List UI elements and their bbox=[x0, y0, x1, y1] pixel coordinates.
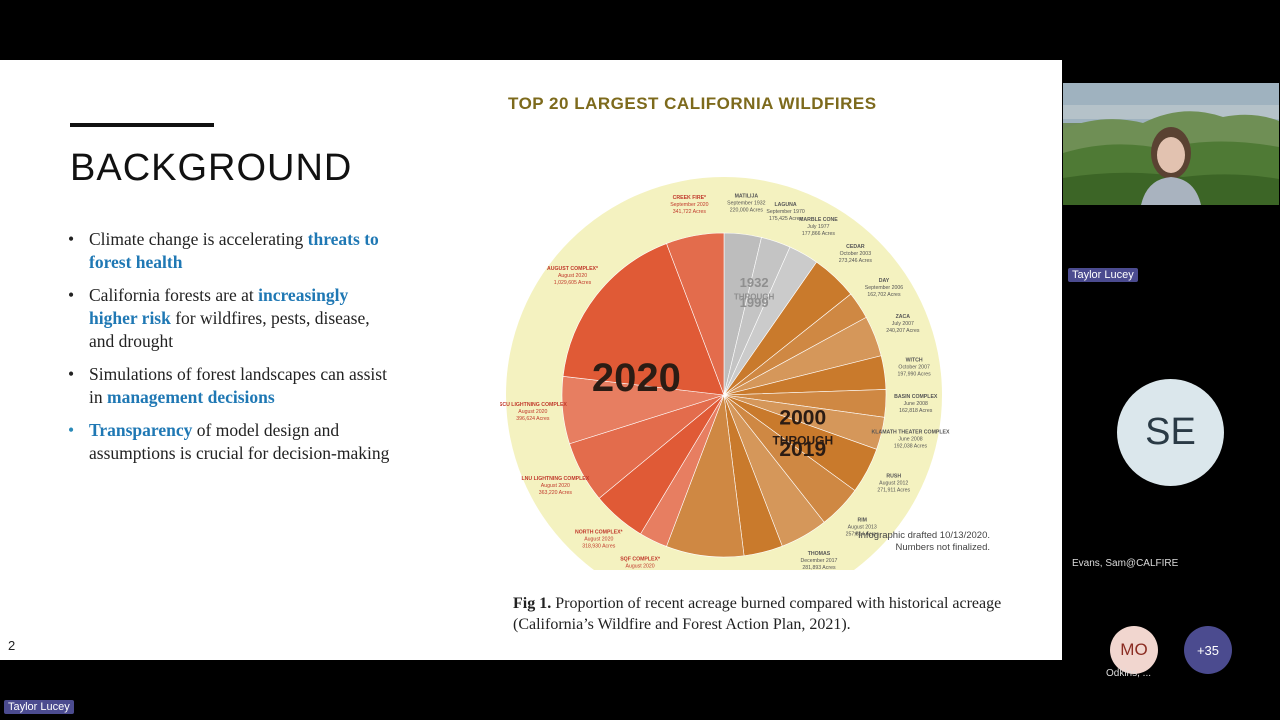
group-label: THROUGH bbox=[734, 293, 775, 302]
fire-label: August 2020 bbox=[541, 483, 570, 489]
fire-label: CREEK FIRE* bbox=[673, 195, 707, 201]
fire-label: KLAMATH THEATER COMPLEX bbox=[872, 430, 950, 436]
fire-label: July 2007 bbox=[892, 321, 914, 327]
fire-label: 271,911 Acres bbox=[877, 488, 910, 494]
fire-label: DAY bbox=[879, 278, 890, 284]
fire-label: 281,893 Acres bbox=[802, 565, 836, 570]
bullet-item: Climate change is accelerating threats t… bbox=[68, 228, 398, 274]
fire-label: 363,220 Acres bbox=[539, 490, 573, 496]
presenter-name-tag: Taylor Lucey bbox=[4, 700, 74, 714]
slide-number: 2 bbox=[8, 638, 16, 653]
bullet-item: California forests are at increasingly h… bbox=[68, 284, 398, 353]
more-participants-button[interactable]: +35 bbox=[1184, 626, 1232, 674]
fire-label: 177,866 Acres bbox=[802, 231, 836, 237]
participant-avatar-se[interactable]: SE bbox=[1117, 379, 1224, 486]
fire-label: 175,425 Acres bbox=[769, 216, 803, 222]
fire-label: RIM bbox=[857, 517, 867, 523]
fire-label: June 2008 bbox=[898, 437, 922, 443]
slide-title: BACKGROUND bbox=[70, 147, 353, 189]
fire-label: September 1970 bbox=[766, 209, 804, 215]
infographic-footnote: *Infographic drafted 10/13/2020. Numbers… bbox=[854, 530, 990, 553]
fire-label: 341,722 Acres bbox=[673, 209, 707, 215]
participant-name-se: Evans, Sam@CALFIRE bbox=[1072, 558, 1179, 569]
fire-label: 240,207 Acres bbox=[886, 328, 920, 334]
shared-slide: BACKGROUND Climate change is acceleratin… bbox=[0, 60, 1062, 660]
figure-caption: Fig 1. Proportion of recent acreage burn… bbox=[513, 595, 1002, 633]
fire-label: MARBLE CONE bbox=[799, 217, 838, 223]
fire-label: December 2017 bbox=[801, 558, 838, 564]
group-label: 2019 bbox=[779, 438, 826, 461]
fire-label: 318,930 Acres bbox=[582, 544, 616, 550]
video-feed-image bbox=[1063, 83, 1279, 205]
fire-label: 396,624 Acres bbox=[516, 416, 550, 422]
fire-label: 220,000 Acres bbox=[730, 207, 764, 213]
video-name-tag: Taylor Lucey bbox=[1068, 268, 1138, 282]
fire-label: August 2020 bbox=[584, 537, 613, 543]
pie-slice bbox=[666, 232, 725, 396]
fire-label: July 1977 bbox=[807, 224, 829, 230]
fire-label: 273,246 Acres bbox=[839, 258, 873, 264]
fire-label: BASIN COMPLEX bbox=[894, 394, 938, 400]
participant-avatar-mo[interactable]: MO bbox=[1110, 626, 1158, 674]
pie-slice bbox=[562, 243, 725, 396]
bullet-list: Climate change is accelerating threats t… bbox=[68, 228, 398, 475]
group-label: 2020 bbox=[592, 356, 681, 400]
fire-label: 1,029,605 Acres bbox=[554, 280, 592, 286]
participant-video[interactable] bbox=[1063, 83, 1279, 205]
bullet-item: Simulations of forest landscapes can ass… bbox=[68, 363, 398, 409]
fire-label: SCU LIGHTNING COMPLEX bbox=[500, 402, 567, 408]
top-black-bar bbox=[0, 0, 1280, 60]
group-label: THROUGH bbox=[772, 434, 833, 448]
fire-label: ZACA bbox=[896, 314, 911, 320]
wildfire-infographic: MATILIJA September 1932 220,000 Acres LAGUN… bbox=[500, 90, 990, 570]
fire-label: 162,702 Acres bbox=[867, 292, 901, 298]
fire-label: June 2008 bbox=[904, 401, 928, 407]
fire-label: WITCH bbox=[906, 357, 923, 363]
fire-label: 192,038 Acres bbox=[894, 444, 928, 450]
fire-label: NORTH COMPLEX* bbox=[575, 530, 624, 536]
fire-label: SQF COMPLEX* bbox=[620, 557, 661, 563]
fire-label: September 2006 bbox=[865, 285, 903, 291]
fire-label: August 2012 bbox=[879, 481, 908, 487]
infographic-title: TOP 20 LARGEST CALIFORNIA WILDFIRES bbox=[508, 94, 877, 113]
fire-label: September 2020 bbox=[670, 202, 708, 208]
fire-label: AUGUST COMPLEX* bbox=[547, 266, 599, 272]
participant-name-mo: Odkins, ... bbox=[1106, 668, 1152, 679]
title-rule bbox=[70, 123, 214, 127]
fire-label: August 2020 bbox=[518, 409, 547, 415]
bullet-item: Transparency of model design and assumpt… bbox=[68, 419, 398, 465]
avatar-initials: MO bbox=[1120, 640, 1148, 659]
fire-label: MATILIJA bbox=[735, 193, 759, 199]
fire-label: August 2020 bbox=[558, 273, 587, 279]
fire-label: August 2013 bbox=[848, 524, 877, 530]
fire-label: LNU LIGHTNING COMPLEX bbox=[521, 476, 589, 482]
fire-label: LAGUNA bbox=[774, 202, 796, 208]
avatar-initials: SE bbox=[1145, 411, 1196, 453]
fire-label: 162,818 Acres bbox=[899, 408, 933, 414]
fire-label: September 1932 bbox=[727, 200, 765, 206]
fire-label: RUSH bbox=[886, 474, 901, 480]
group-label: 1999 bbox=[740, 295, 769, 310]
group-label: 1932 bbox=[740, 275, 769, 290]
fire-label: 257,314 Acres bbox=[846, 531, 880, 537]
group-label: 2000 bbox=[779, 407, 826, 430]
fire-label: August 2020 bbox=[626, 564, 655, 570]
fire-label: 197,990 Acres bbox=[898, 371, 932, 377]
fire-label: October 2003 bbox=[840, 251, 872, 257]
fire-label: THOMAS bbox=[808, 551, 831, 557]
fire-label: CEDAR bbox=[846, 244, 865, 250]
fire-label: October 2007 bbox=[898, 364, 930, 370]
